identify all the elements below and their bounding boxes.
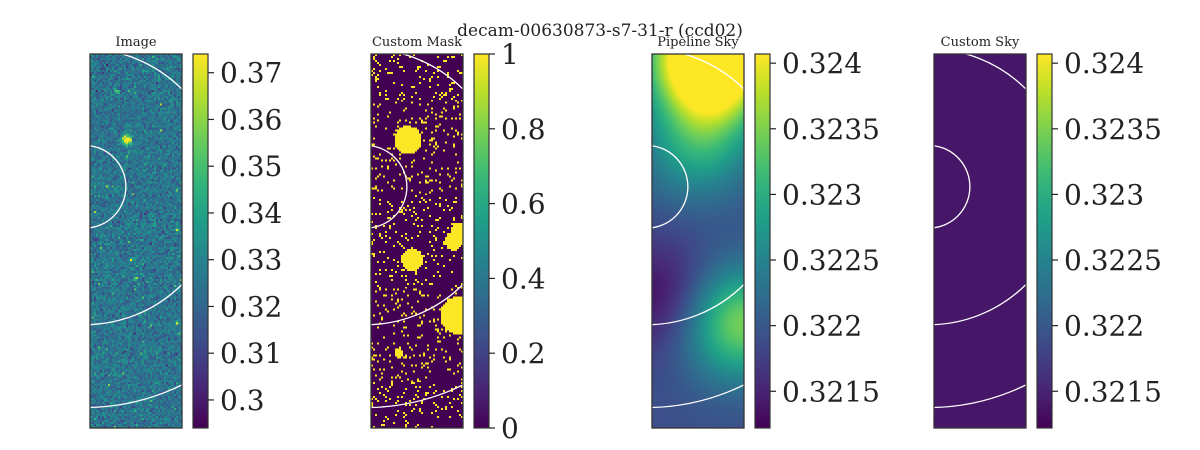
focal-ring-group (652, 54, 744, 409)
colorbar-tick-label: 0.8 (501, 113, 546, 146)
panel-title: Custom Mask (372, 35, 462, 50)
colorbar (193, 54, 208, 428)
focal-ring (371, 145, 408, 229)
figure-suptitle: decam-00630873-s7-31-r (ccd02) (457, 21, 743, 41)
colorbar-tick-label: 0.2 (501, 337, 546, 370)
panel-custom-mask: Custom Mask 0 0.2 0.4 0.6 0.8 1 (370, 35, 546, 445)
panel-pipeline-sky: Pipeline Sky 0.3215 0.322 0.3225 0.323 0.3235… (651, 35, 880, 429)
colorbar-tick-label: 0.3235 (1064, 113, 1162, 146)
heatmap-image (90, 54, 182, 428)
focal-ring-group (371, 54, 463, 409)
panel-frame (933, 53, 1027, 429)
colorbar-tick-label: 0.3215 (1064, 375, 1162, 408)
colorbar (755, 54, 770, 428)
colorbar-tick-label: 0.3215 (782, 375, 880, 408)
colorbar-tick-label: 0.323 (782, 178, 862, 211)
focal-ring-group (90, 54, 182, 409)
colorbar-tick-label: 0.33 (220, 244, 282, 277)
colorbar-frame (1036, 53, 1053, 429)
colorbar-tick-label: 0.36 (220, 103, 282, 136)
focal-ring-group (934, 54, 1026, 409)
colorbar-frame (754, 53, 771, 429)
colorbar-frame (192, 53, 209, 429)
panel-title: Custom Sky (941, 35, 1020, 50)
colorbar-tick-label: 0 (501, 412, 519, 445)
panel-frame (651, 53, 745, 429)
colorbar-tick-label: 0.34 (220, 197, 282, 230)
focal-ring (934, 145, 971, 229)
colorbar-tick-label: 0.324 (1064, 47, 1144, 80)
focal-ring (90, 145, 127, 229)
panel-title: Pipeline Sky (657, 35, 739, 50)
colorbar-tick-label: 0.32 (220, 290, 282, 323)
colorbar-tick-label: 0.323 (1064, 178, 1144, 211)
colorbar-tick-label: 0.322 (782, 310, 862, 343)
colorbar-tick-label: 0.35 (220, 150, 282, 183)
colorbar-tick-label: 0.6 (501, 188, 546, 221)
panel-frame (370, 53, 464, 429)
heatmap-image (934, 54, 1026, 428)
colorbar-tick-label: 0.3225 (1064, 244, 1162, 277)
colorbar-tick-label: 0.4 (501, 262, 546, 295)
colorbar-tick-label: 0.3235 (782, 113, 880, 146)
panel-title: Image (115, 35, 157, 50)
focal-ring (652, 145, 689, 229)
colorbar-tick-label: 0.31 (220, 337, 282, 370)
colorbar-tick-label: 0.324 (782, 47, 862, 80)
colorbar-tick-label: 0.37 (220, 57, 282, 90)
colorbar-frame (473, 53, 490, 429)
heatmap-image (652, 54, 744, 428)
colorbar-tick-label: 0.322 (1064, 310, 1144, 343)
panel-custom-sky: Custom Sky 0.3215 0.322 0.3225 0.323 0.3235 0.… (933, 35, 1162, 429)
colorbar-tick-label: 0.3 (220, 384, 265, 417)
colorbar-tick-label: 0.3225 (782, 244, 880, 277)
panel-image: Image 0.3 0.31 0.32 0.33 0.34 0.35 0.36 0.37 (89, 35, 282, 429)
panel-group: Image 0.3 0.31 0.32 0.33 0.34 0.35 0.36 0.37 Cust… (89, 35, 1162, 445)
colorbar (1037, 54, 1052, 428)
colorbar-tick-label: 1 (501, 38, 519, 71)
colorbar (474, 54, 489, 428)
heatmap-image (371, 54, 463, 428)
panel-frame (89, 53, 183, 429)
